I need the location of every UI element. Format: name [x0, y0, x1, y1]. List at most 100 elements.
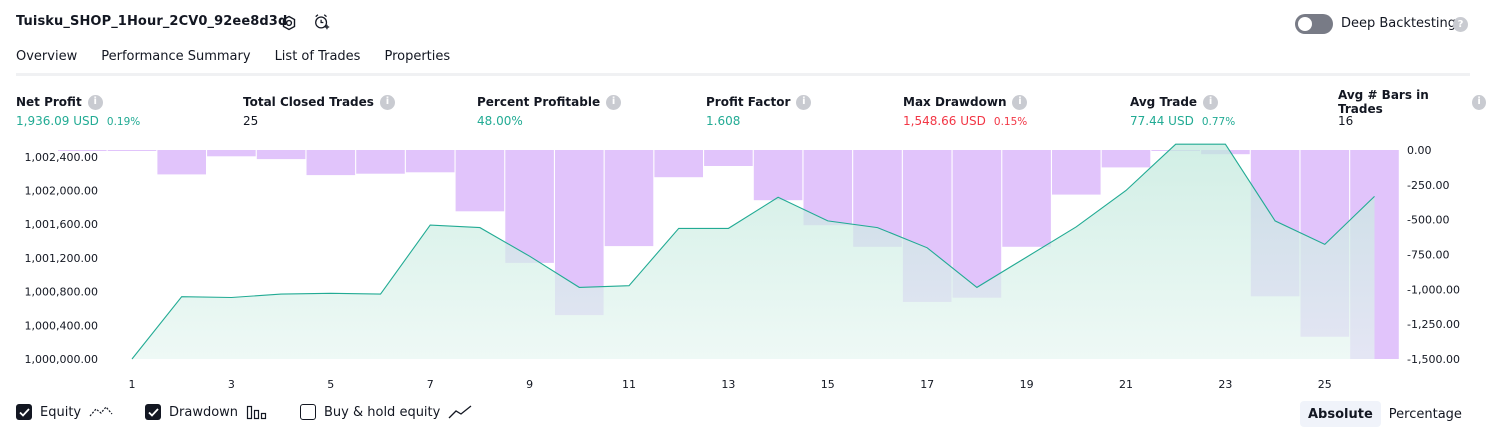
metric-value: 77.44 USD [1130, 114, 1194, 128]
y-right-tick-label: -500.00 [1407, 214, 1449, 227]
metric-percent-profitable: Percent Profitable i 48.00% [477, 94, 622, 128]
view-mode-switch: Absolute Percentage [1300, 401, 1470, 427]
drawdown-bar [1101, 150, 1151, 168]
equity-checkbox[interactable] [16, 404, 32, 420]
drawdown-bar [952, 150, 1002, 298]
x-tick-label: 7 [427, 378, 434, 391]
y-left-tick-label: 1,000,000.00 [25, 353, 98, 366]
absolute-option[interactable]: Absolute [1300, 401, 1381, 427]
x-tick-label: 9 [526, 378, 533, 391]
drawdown-bar [405, 150, 455, 173]
y-left-tick-label: 1,002,400.00 [25, 151, 98, 164]
metric-value: 48.00% [477, 114, 523, 128]
drawdown-bar [356, 150, 405, 174]
drawdown-bar [256, 150, 306, 160]
metric-label: Total Closed Trades [243, 95, 374, 109]
drawdown-bar [654, 150, 703, 178]
info-icon[interactable]: i [1472, 94, 1486, 110]
metric-percent: 0.19% [106, 116, 141, 128]
metric-percent: 0.15% [993, 116, 1028, 128]
info-icon[interactable]: i [379, 94, 395, 110]
buy-hold-checkbox[interactable] [300, 404, 316, 420]
drawdown-bar [704, 150, 753, 166]
metric-percent: 0.77% [1201, 116, 1236, 128]
help-icon[interactable]: ? [1453, 17, 1468, 32]
alarm-add-icon[interactable] [313, 13, 331, 31]
legend-equity[interactable]: Equity [16, 404, 113, 420]
x-tick-label: 17 [920, 378, 934, 391]
y-left-tick-label: 1,002,000.00 [25, 185, 98, 198]
metric-profit-factor: Profit Factor i 1.608 [706, 94, 812, 128]
metric-label: Avg # Bars in Trades [1338, 88, 1429, 116]
drawdown-bar [505, 150, 554, 263]
y-left-tick-label: 1,000,400.00 [25, 319, 98, 332]
y-left-tick-label: 1,000,800.00 [25, 286, 98, 299]
legend-label: Equity [40, 404, 82, 420]
x-tick-label: 5 [327, 378, 334, 391]
metric-value: 1.608 [706, 114, 741, 128]
drawdown-bar [455, 150, 505, 212]
x-tick-label: 13 [721, 378, 735, 391]
info-icon[interactable]: i [606, 94, 622, 110]
drawdown-bar [157, 150, 206, 175]
metric-value: 16 [1338, 114, 1354, 128]
info-icon[interactable]: i [1012, 94, 1028, 110]
x-tick-label: 15 [821, 378, 835, 391]
equity-line [131, 143, 1375, 360]
drawdown-bar [1002, 150, 1051, 247]
drawdown-bar [207, 150, 256, 157]
deep-backtesting-toggle[interactable] [1295, 14, 1333, 34]
metric-label: Avg Trade [1130, 95, 1198, 109]
drawdown-bar [107, 150, 157, 151]
buy-hold-line-icon [448, 405, 472, 419]
x-tick-label: 19 [1020, 378, 1034, 391]
x-tick-label: 1 [129, 378, 136, 391]
drawdown-bar [753, 150, 803, 201]
metric-label: Net Profit [16, 95, 82, 109]
equity-area [132, 144, 1375, 359]
legend-drawdown[interactable]: Drawdown [145, 404, 268, 420]
metric-value: 25 [243, 114, 259, 128]
metric-label: Profit Factor [706, 95, 791, 109]
drawdown-bars-icon [246, 405, 267, 420]
y-left-tick-label: 1,001,200.00 [25, 252, 98, 265]
tab-performance-summary[interactable]: Performance Summary [101, 49, 251, 64]
y-right-tick-label: -750.00 [1407, 249, 1449, 262]
metric-value: 1,548.66 USD [903, 114, 986, 128]
metric-max-drawdown: Max Drawdown i 1,548.66 USD 0.15% [903, 94, 1028, 128]
tab-bar: Overview Performance Summary List of Tra… [16, 49, 474, 76]
tab-properties[interactable]: Properties [384, 49, 451, 64]
metric-total-closed-trades: Total Closed Trades i 25 [243, 94, 395, 128]
deep-backtesting-label: Deep Backtesting [1341, 16, 1457, 31]
metric-label: Max Drawdown [903, 95, 1007, 109]
strategy-title: Tuisku_SHOP_1Hour_2CV0_92ee8d3d [16, 14, 288, 29]
settings-icon[interactable] [280, 14, 298, 32]
metric-net-profit: Net Profit i 1,936.09 USD 0.19% [16, 94, 140, 128]
y-right-tick-label: -250.00 [1407, 179, 1449, 192]
x-tick-label: 21 [1119, 378, 1133, 391]
x-tick-label: 3 [228, 378, 235, 391]
tab-divider [16, 73, 1470, 76]
x-tick-label: 23 [1218, 378, 1232, 391]
info-icon[interactable]: i [1203, 94, 1219, 110]
tab-list-of-trades[interactable]: List of Trades [274, 49, 361, 64]
equity-drawdown-chart[interactable]: 1,002,400.00 1,002,000.00 1,001,600.00 1,00… [0, 138, 1486, 393]
tab-overview[interactable]: Overview [16, 49, 78, 76]
y-right-tick-label: 0.00 [1407, 144, 1432, 157]
info-icon[interactable]: i [87, 94, 103, 110]
percentage-option[interactable]: Percentage [1388, 406, 1462, 422]
y-right-tick-label: -1,000.00 [1407, 283, 1460, 296]
drawdown-bar [306, 150, 356, 176]
legend-buy-hold[interactable]: Buy & hold equity [300, 404, 472, 420]
drawdown-checkbox[interactable] [145, 404, 161, 420]
metric-label: Percent Profitable [477, 95, 601, 109]
drawdown-bar [604, 150, 654, 247]
x-tick-label: 25 [1318, 378, 1332, 391]
equity-line-icon [89, 406, 113, 417]
metric-avg-bars-in-trades: Avg # Bars in Trades i 16 [1338, 88, 1486, 128]
x-tick-label: 11 [622, 378, 636, 391]
metric-value: 1,936.09 USD [16, 114, 99, 128]
y-right-tick-label: -1,250.00 [1407, 318, 1460, 331]
info-icon[interactable]: i [796, 94, 812, 110]
legend-label: Buy & hold equity [324, 404, 441, 420]
